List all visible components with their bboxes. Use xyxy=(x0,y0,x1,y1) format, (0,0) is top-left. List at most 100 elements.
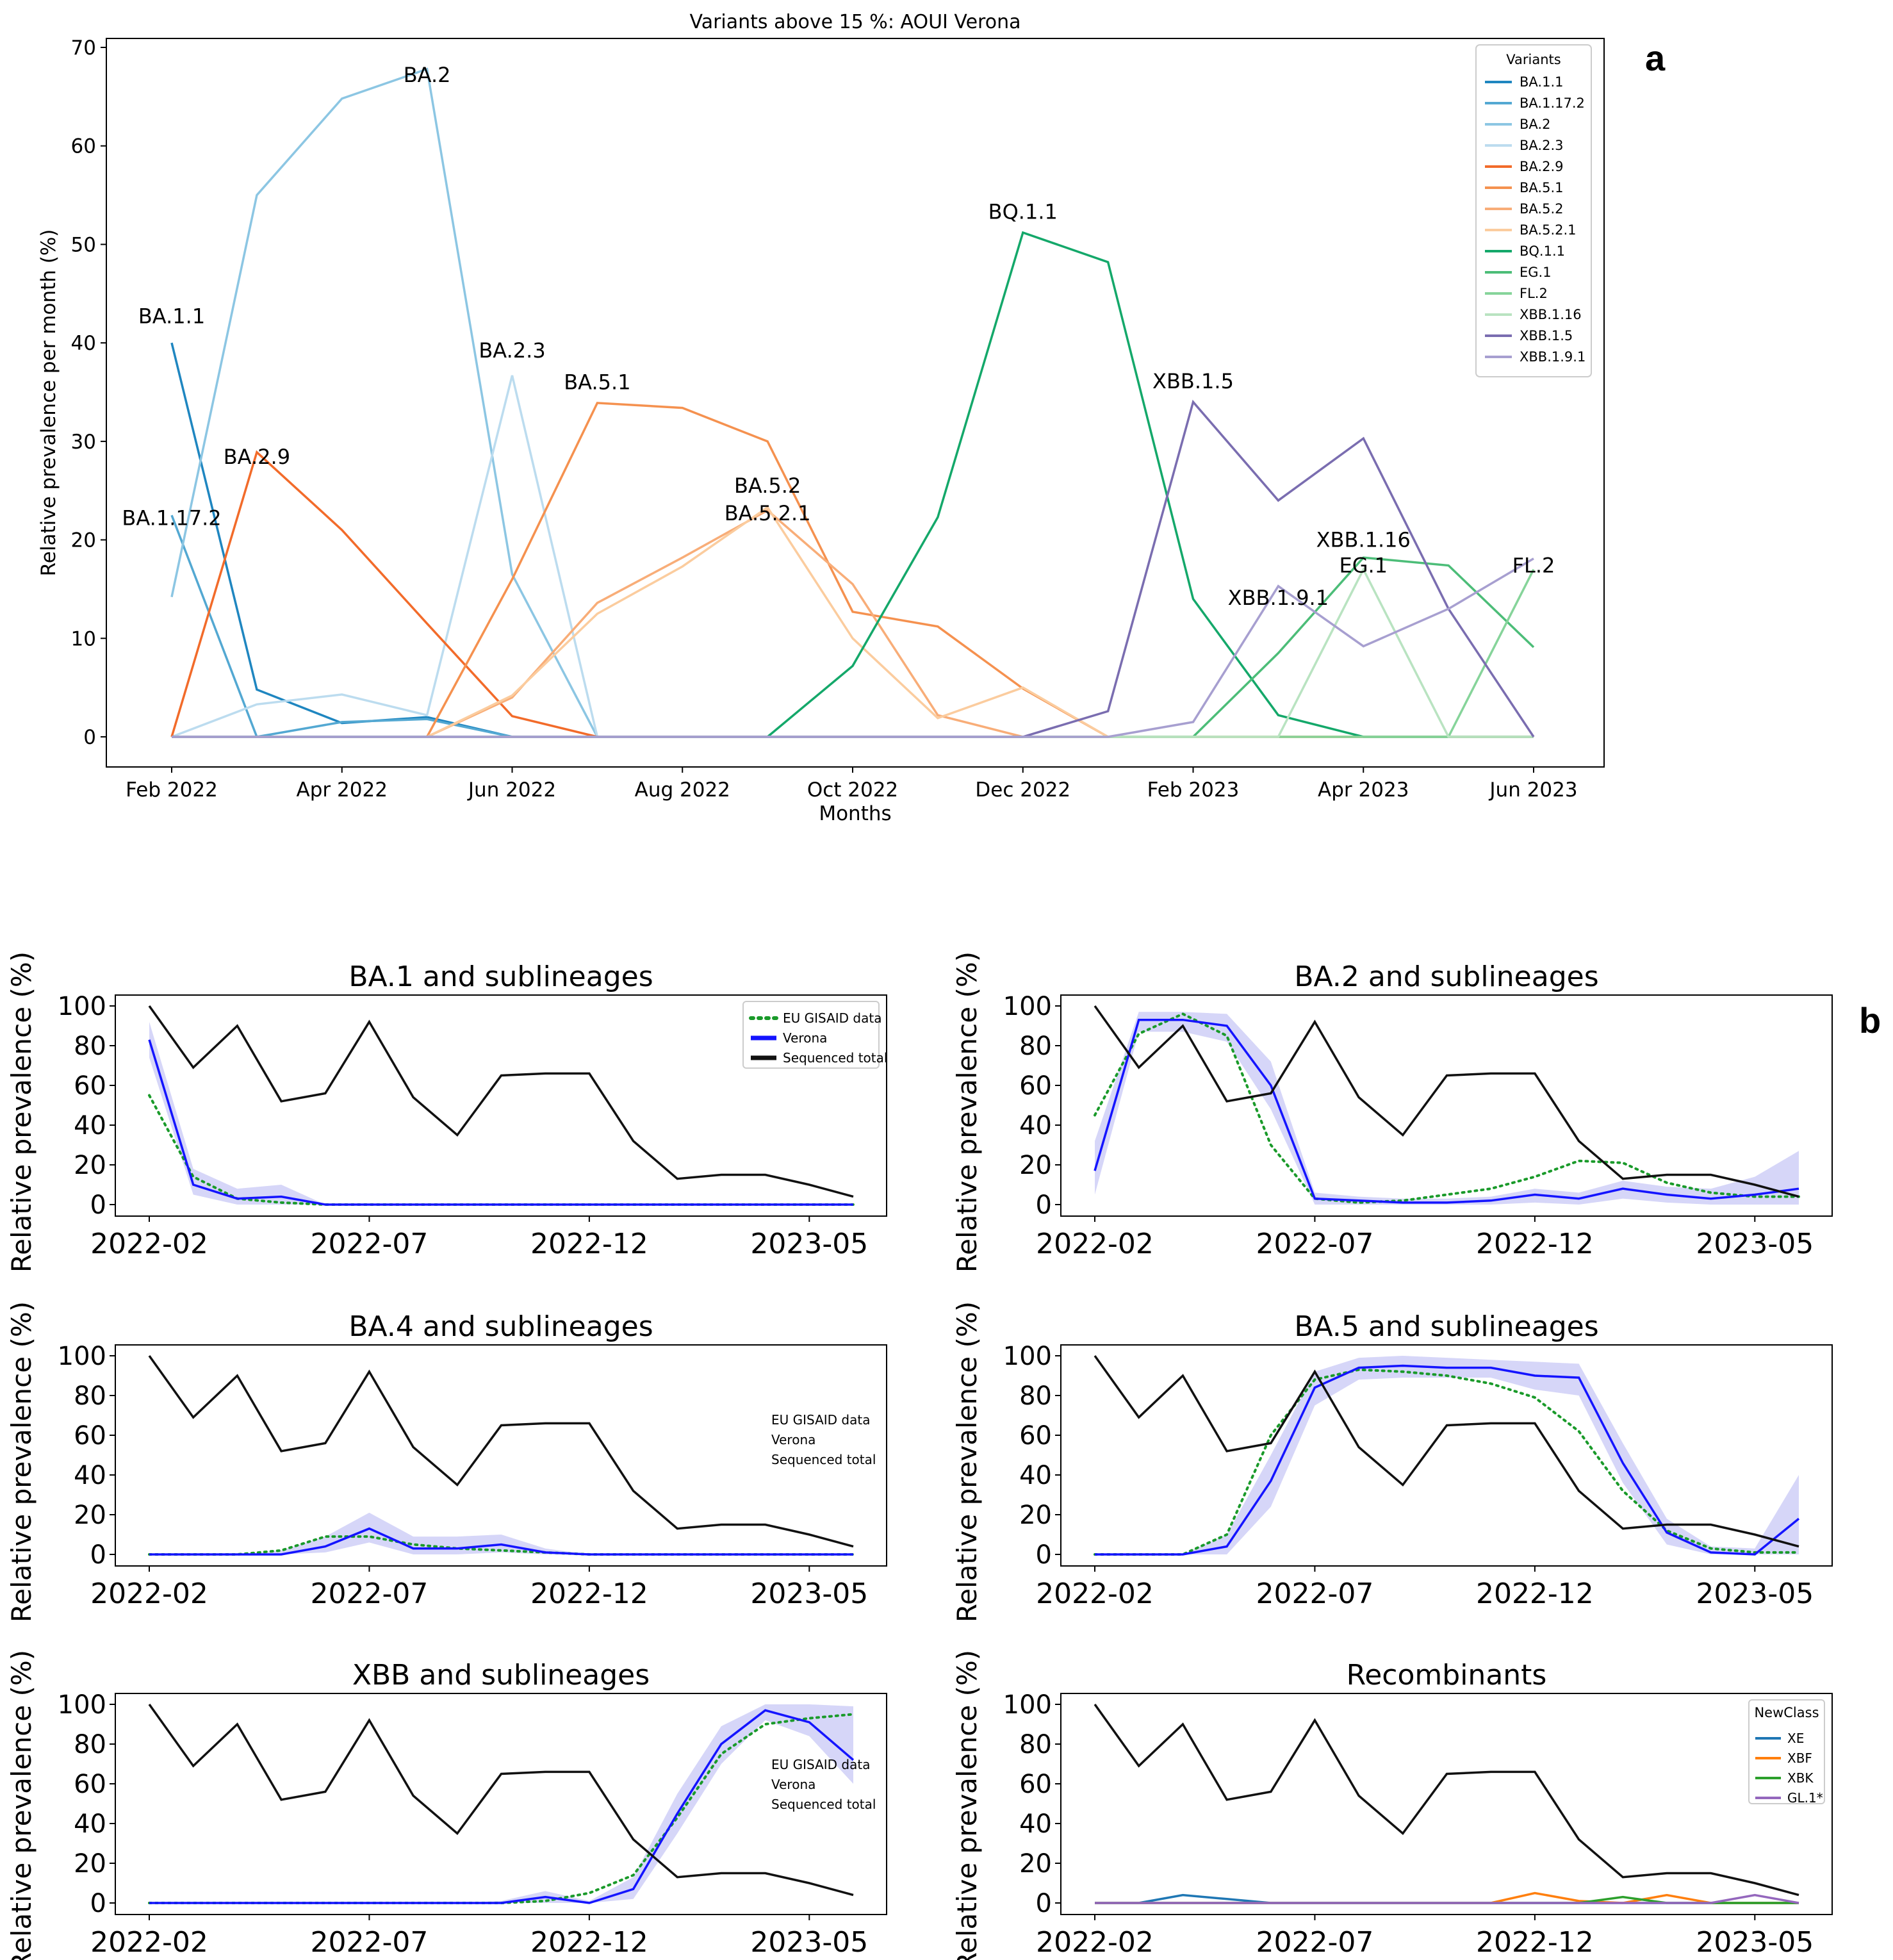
legend-label-ba-2: BA.2 xyxy=(1520,117,1550,132)
legend-label-xe: XE xyxy=(1787,1731,1804,1746)
annotation-bq-1-1: BQ.1.1 xyxy=(988,199,1058,224)
y-tick-label-recombinants: 40 xyxy=(1019,1809,1052,1839)
legend-label-ba-5-2-1: BA.5.2.1 xyxy=(1520,222,1577,238)
x-tick-label-xbb-and-sublineages: 2022-07 xyxy=(311,1926,429,1959)
legend-label-eg-1: EG.1 xyxy=(1520,265,1552,280)
subplot-title-ba-2-and-sublineages: BA.2 and sublineages xyxy=(1294,960,1598,993)
y-tick-label-xbb-and-sublineages: 20 xyxy=(74,1849,106,1879)
series-line-recombinants-gl-1- xyxy=(1095,1893,1799,1904)
y-tick-label-ba-4-and-sublineages: 20 xyxy=(74,1501,106,1530)
panel-label-b: b xyxy=(1859,1000,1881,1041)
subplot-title-ba-1-and-sublineages: BA.1 and sublineages xyxy=(348,960,653,993)
y-tick-label-ba-5-and-sublineages: 0 xyxy=(1036,1540,1052,1570)
x-tick-label-recombinants: 2023-05 xyxy=(1696,1926,1814,1959)
plot-area-recombinants xyxy=(1060,1693,1833,1915)
x-tick-label-ba-1-and-sublineages: 2022-02 xyxy=(90,1228,208,1260)
y-tick-label-ba-1-and-sublineages: 0 xyxy=(90,1190,106,1220)
series-line-xbb-and-sublineages-eu-gisaid-data xyxy=(148,1713,855,1904)
x-axis-label-a: Months xyxy=(819,802,891,825)
series-line-ba-2-and-sublineages-sequenced-total xyxy=(1094,1005,1799,1198)
x-tick-label-a: Aug 2022 xyxy=(635,778,730,802)
y-tick-label-a: 20 xyxy=(71,529,96,552)
confidence-band-xbb-and-sublineages xyxy=(149,1704,853,1903)
y-tick-label-xbb-and-sublineages: 0 xyxy=(90,1889,106,1918)
y-tick-label-ba-1-and-sublineages: 20 xyxy=(74,1151,106,1180)
plot-area-ba-5-and-sublineages xyxy=(1060,1344,1833,1567)
series-line-ba-4-and-sublineages-sequenced-total xyxy=(148,1355,854,1548)
x-tick-label-recombinants: 2022-12 xyxy=(1476,1926,1594,1959)
legend-label-ba-4-and-sublineages-eu-gisaid-data: EU GISAID data xyxy=(771,1412,870,1428)
y-tick-label-xbb-and-sublineages: 80 xyxy=(74,1730,106,1759)
legend-label-xbk: XBK xyxy=(1787,1770,1814,1786)
x-tick-label-ba-1-and-sublineages: 2022-12 xyxy=(530,1228,648,1260)
plot-area-ba-2-and-sublineages xyxy=(1060,994,1833,1217)
y-tick-label-ba-4-and-sublineages: 100 xyxy=(58,1342,106,1371)
y-tick-label-ba-2-and-sublineages: 80 xyxy=(1019,1032,1052,1061)
x-tick-label-recombinants: 2022-02 xyxy=(1036,1926,1154,1959)
y-axis-label-xbb-and-sublineages: Relative prevalence (%) xyxy=(6,1650,37,1960)
y-axis-label-recombinants: Relative prevalence (%) xyxy=(951,1650,983,1960)
legend-label-ba-1-17-2: BA.1.17.2 xyxy=(1520,95,1585,111)
x-tick-label-ba-4-and-sublineages: 2022-02 xyxy=(90,1577,208,1610)
y-tick-label-recombinants: 80 xyxy=(1019,1730,1052,1759)
y-tick-label-ba-1-and-sublineages: 40 xyxy=(74,1111,106,1141)
y-tick-label-a: 0 xyxy=(83,726,96,749)
x-tick-label-xbb-and-sublineages: 2022-12 xyxy=(530,1926,648,1959)
plot-area-ba-1-and-sublineages xyxy=(115,994,887,1217)
series-line-xbb-1-9-1 xyxy=(172,557,1534,738)
legend-label-xbb-and-sublineages-sequenced-total: Sequenced total xyxy=(771,1797,876,1812)
series-line-ba-1-and-sublineages-verona xyxy=(148,1039,853,1206)
x-tick-label-xbb-and-sublineages: 2023-05 xyxy=(750,1926,868,1959)
x-tick-label-a: Feb 2022 xyxy=(126,778,218,802)
y-tick-label-ba-4-and-sublineages: 0 xyxy=(90,1540,106,1570)
x-tick-label-ba-4-and-sublineages: 2023-05 xyxy=(750,1577,868,1610)
x-tick-label-a: Apr 2022 xyxy=(297,778,388,802)
y-axis-label-ba-4-and-sublineages: Relative prevalence (%) xyxy=(6,1301,37,1622)
annotation-ba-2: BA.2 xyxy=(404,63,451,87)
legend-label-xbb-1-5: XBB.1.5 xyxy=(1520,328,1573,343)
series-line-xbb-and-sublineages-sequenced-total xyxy=(148,1703,854,1897)
legend-label-ba-4-and-sublineages-sequenced-total: Sequenced total xyxy=(771,1452,876,1467)
x-tick-label-a: Apr 2023 xyxy=(1318,778,1409,802)
legend-label-verona: Verona xyxy=(783,1030,827,1046)
annotation-xbb-1-5: XBB.1.5 xyxy=(1152,369,1234,393)
annotation-ba-1-1: BA.1.1 xyxy=(138,304,205,328)
annotation-fl-2: FL.2 xyxy=(1512,553,1555,577)
y-tick-label-ba-5-and-sublineages: 60 xyxy=(1019,1421,1052,1451)
x-tick-label-ba-5-and-sublineages: 2023-05 xyxy=(1696,1577,1814,1610)
y-tick-label-a: 50 xyxy=(71,233,96,256)
y-tick-label-xbb-and-sublineages: 100 xyxy=(58,1690,106,1720)
confidence-band-ba-4-and-sublineages xyxy=(149,1512,853,1554)
confidence-band-ba-1-and-sublineages xyxy=(149,1021,853,1205)
legend-label-xbb-and-sublineages-eu-gisaid-data: EU GISAID data xyxy=(771,1757,870,1772)
legend-label-ba-2-3: BA.2.3 xyxy=(1520,138,1563,153)
subplot-title-recombinants: Recombinants xyxy=(1347,1659,1547,1692)
annotation-ba-5-1: BA.5.1 xyxy=(564,370,630,394)
legend-label-xbb-1-16: XBB.1.16 xyxy=(1520,307,1582,322)
legend-label-ba-5-1: BA.5.1 xyxy=(1520,180,1563,195)
legend-label-ba-2-9: BA.2.9 xyxy=(1520,159,1563,174)
y-tick-label-ba-4-and-sublineages: 40 xyxy=(74,1461,106,1490)
series-line-recombinants-xbf xyxy=(1095,1891,1799,1904)
x-tick-label-a: Dec 2022 xyxy=(975,778,1070,802)
y-tick-label-ba-2-and-sublineages: 60 xyxy=(1019,1071,1052,1101)
x-tick-label-recombinants: 2022-07 xyxy=(1256,1926,1374,1959)
legend-title-recombinants: NewClass xyxy=(1754,1705,1819,1720)
y-tick-label-ba-4-and-sublineages: 80 xyxy=(74,1381,106,1411)
y-axis-label-a: Relative prevalence per month (%) xyxy=(37,229,60,577)
y-tick-label-a: 30 xyxy=(71,431,96,454)
x-tick-label-ba-2-and-sublineages: 2022-07 xyxy=(1256,1228,1374,1260)
annotation-ba-5-2-1: BA.5.2.1 xyxy=(725,501,811,525)
y-tick-label-recombinants: 20 xyxy=(1019,1849,1052,1879)
legend-label-gl-1-: GL.1* xyxy=(1787,1790,1823,1806)
y-tick-label-ba-1-and-sublineages: 80 xyxy=(74,1032,106,1061)
series-line-ba-5-and-sublineages-verona xyxy=(1095,1364,1800,1556)
annotation-xbb-1-9-1: XBB.1.9.1 xyxy=(1228,586,1329,610)
x-tick-label-ba-4-and-sublineages: 2022-07 xyxy=(311,1577,429,1610)
legend-label-sequenced-total: Sequenced total xyxy=(783,1050,887,1066)
x-tick-label-ba-2-and-sublineages: 2023-05 xyxy=(1696,1228,1814,1260)
y-tick-label-ba-5-and-sublineages: 40 xyxy=(1019,1461,1052,1490)
y-tick-label-xbb-and-sublineages: 40 xyxy=(74,1809,106,1839)
x-tick-label-ba-5-and-sublineages: 2022-02 xyxy=(1036,1577,1154,1610)
